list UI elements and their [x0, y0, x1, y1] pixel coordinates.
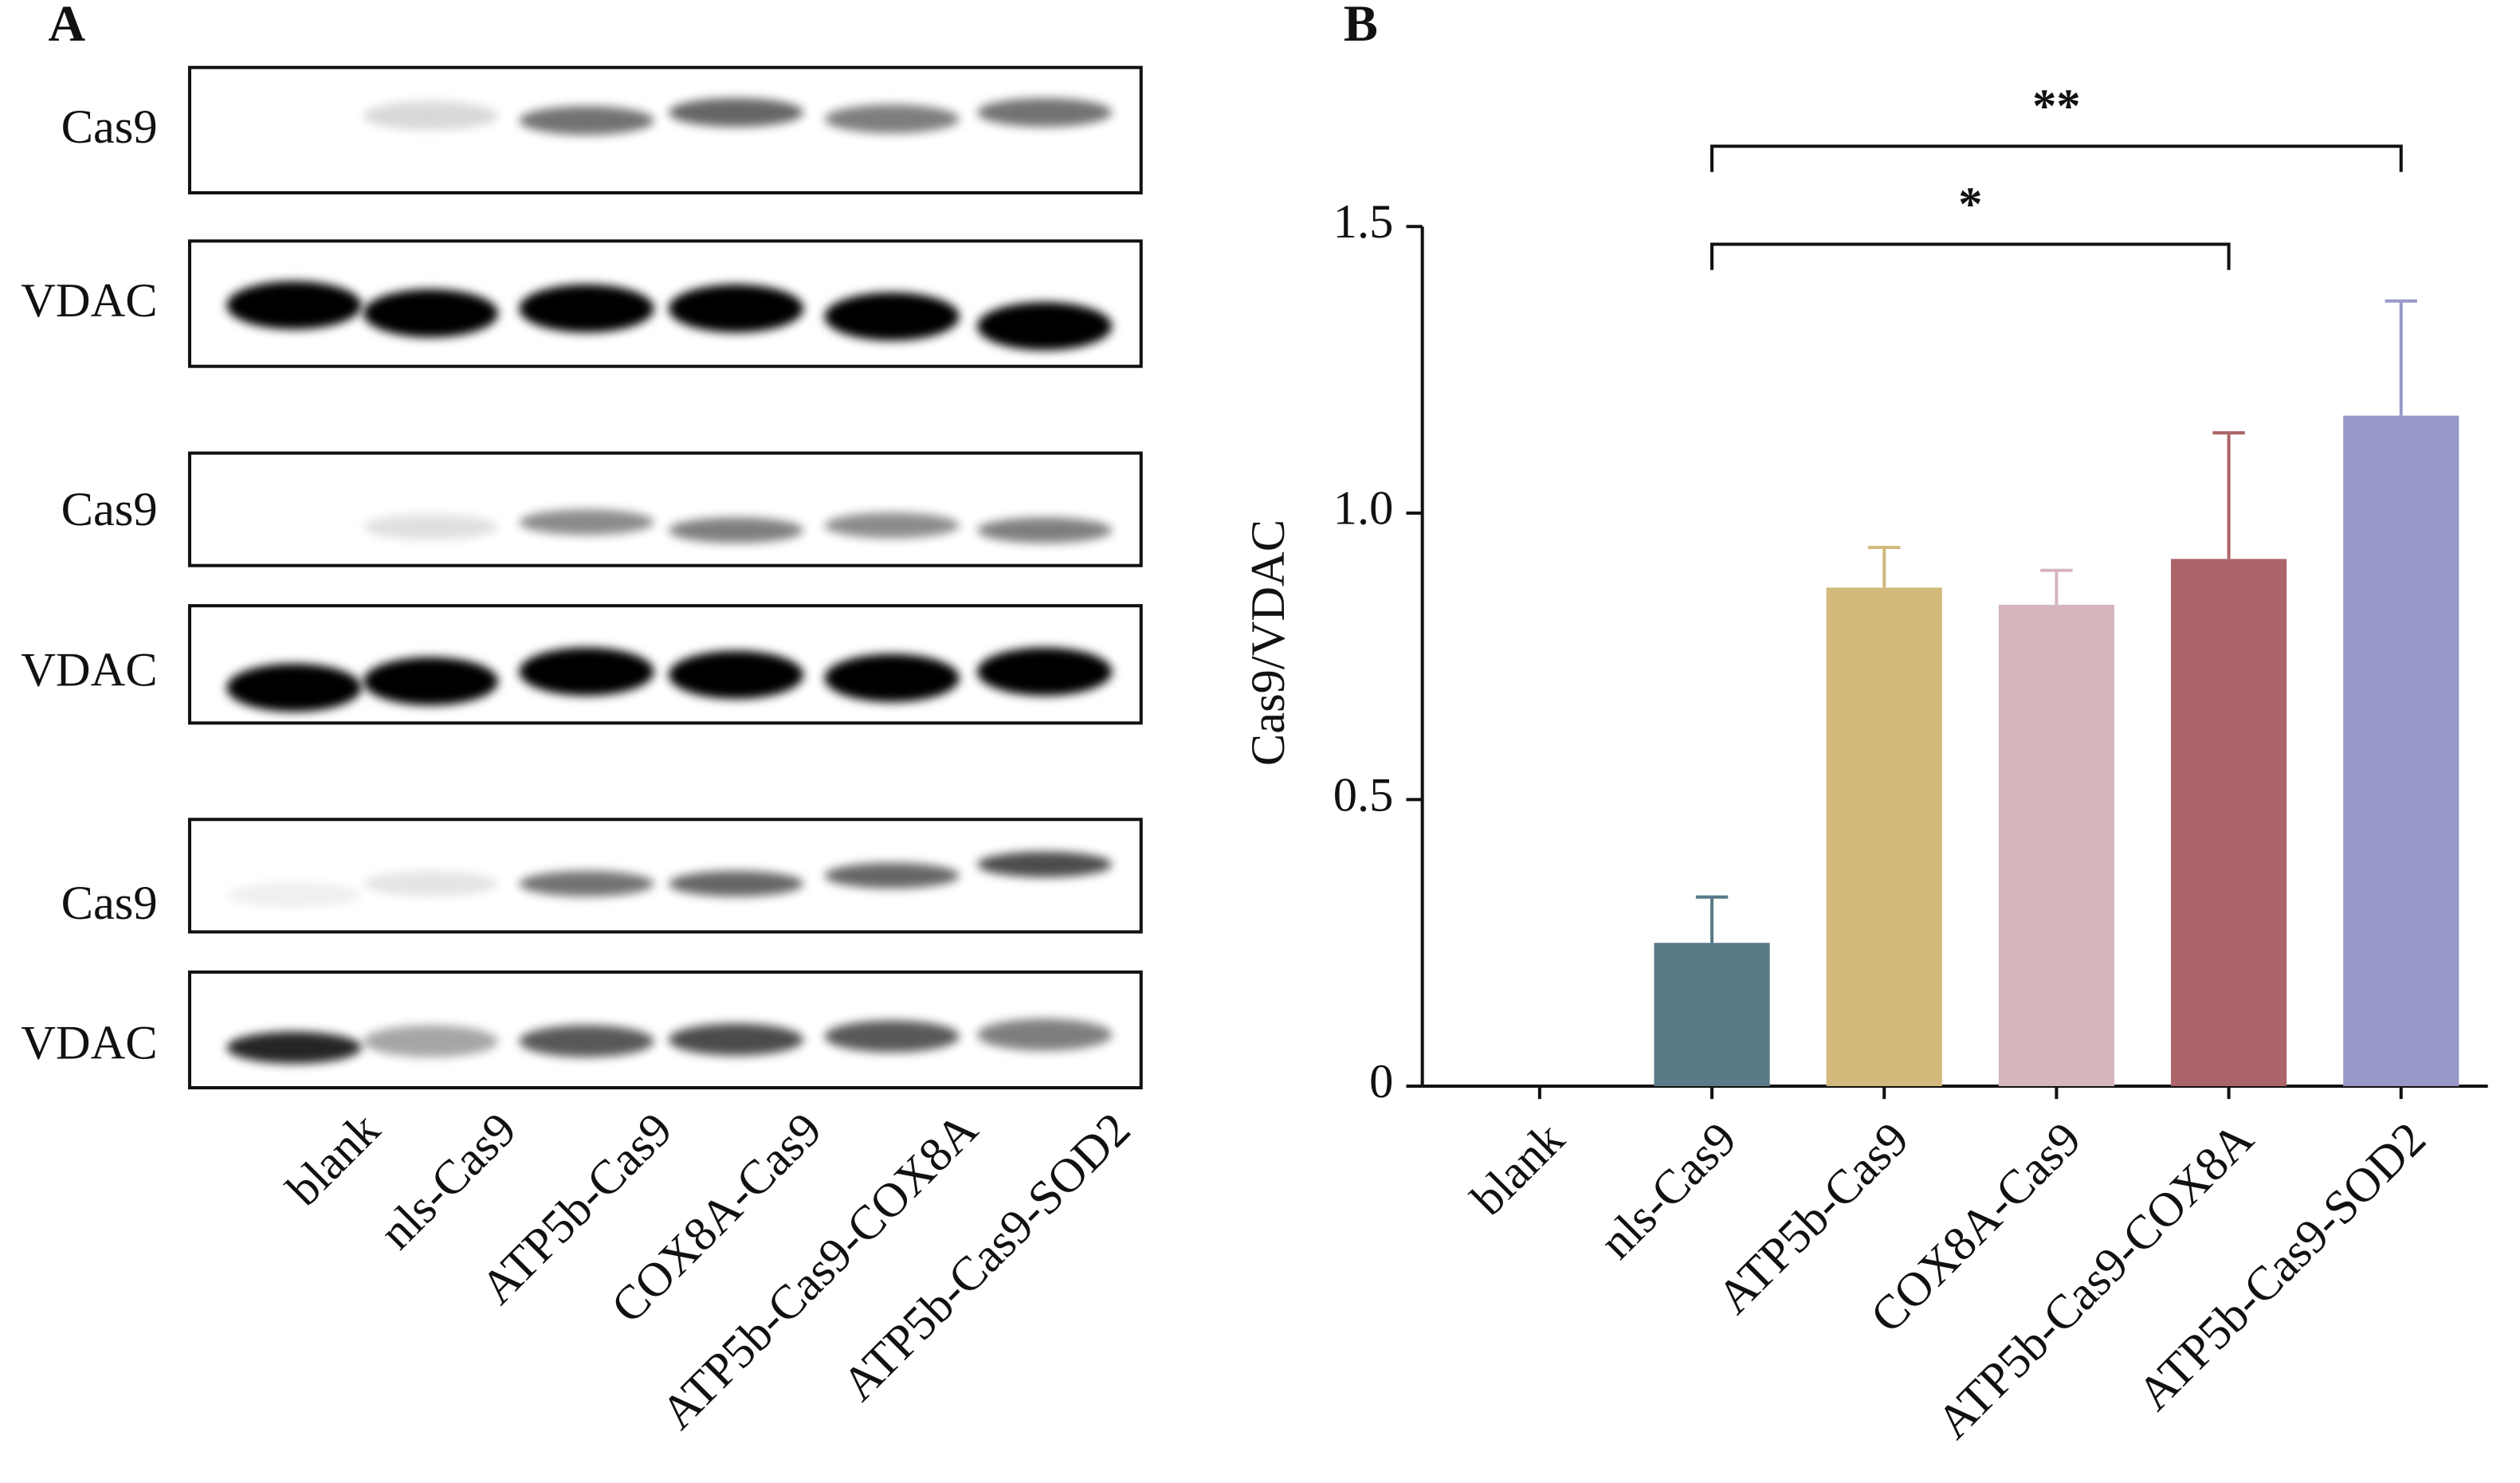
band	[668, 650, 804, 700]
band	[519, 509, 654, 536]
band	[668, 97, 804, 128]
y-tick-label: 0	[1369, 1055, 1393, 1108]
significance-bracket	[1710, 242, 2231, 270]
panel-label: A	[48, 0, 85, 52]
blot-label: VDAC	[21, 274, 157, 328]
bar	[2343, 415, 2459, 1086]
lane-label: blank	[277, 1102, 391, 1216]
x-tick-label: blank	[1461, 1112, 1575, 1226]
bar	[1998, 604, 2115, 1086]
blot-label: VDAC	[21, 644, 157, 697]
band	[977, 97, 1113, 128]
blot-label: VDAC	[21, 1016, 157, 1069]
band	[824, 1020, 960, 1053]
x-tick-label: nls-Cas9	[1590, 1112, 1747, 1269]
lane-label: ATP5b-Cas9-SOD2	[832, 1103, 1140, 1411]
bar-chart: 0 0.5 1.0 1.5 Cas9/VDAC blank nls-Cas9 ATP5b-Ca…	[1242, 80, 2488, 1450]
band	[226, 663, 362, 712]
significance-label: **	[2032, 80, 2080, 133]
bar	[1826, 587, 1942, 1086]
panel-label: B	[1344, 0, 1378, 52]
blot-label: Cas9	[61, 100, 158, 154]
blot-label: Cas9	[61, 877, 158, 930]
band	[668, 870, 804, 897]
band	[519, 284, 654, 333]
band	[519, 1025, 654, 1057]
band	[824, 104, 960, 134]
band	[226, 881, 362, 908]
band	[977, 1018, 1113, 1051]
band	[668, 517, 804, 543]
band	[226, 1031, 362, 1064]
band	[824, 292, 960, 341]
band	[363, 1025, 499, 1057]
lane-label: nls-Cas9	[370, 1103, 527, 1260]
y-tick-label: 1.5	[1333, 195, 1394, 249]
band	[363, 657, 499, 706]
band	[363, 288, 499, 338]
band	[519, 106, 654, 135]
band	[668, 1023, 804, 1056]
x-tick-label: ATP5b-Cas9-COX8A	[1927, 1112, 2264, 1450]
band	[824, 512, 960, 539]
band	[519, 870, 654, 897]
blot-frame	[187, 65, 1143, 194]
band	[824, 653, 960, 703]
band	[977, 517, 1113, 543]
band	[824, 862, 960, 889]
band	[977, 302, 1113, 351]
band	[226, 281, 362, 330]
band	[977, 647, 1113, 696]
significance-label: *	[1958, 178, 1982, 231]
significance-bracket	[1710, 144, 2403, 172]
band	[519, 647, 654, 696]
blot-label: Cas9	[61, 483, 158, 536]
y-tick-label: 0.5	[1333, 768, 1394, 822]
band	[977, 851, 1113, 877]
band	[363, 101, 499, 131]
y-axis-label: Cas9/VDAC	[1242, 520, 1295, 766]
band	[363, 514, 499, 540]
blot-frame	[187, 818, 1143, 934]
blot-frame	[187, 451, 1143, 567]
bar	[2170, 559, 2287, 1086]
y-tick-label: 1.0	[1333, 482, 1394, 536]
bar	[1654, 943, 1770, 1086]
band	[363, 870, 499, 897]
x-tick-label: ATP5b-Cas9-SOD2	[2127, 1112, 2436, 1421]
band	[668, 284, 804, 333]
